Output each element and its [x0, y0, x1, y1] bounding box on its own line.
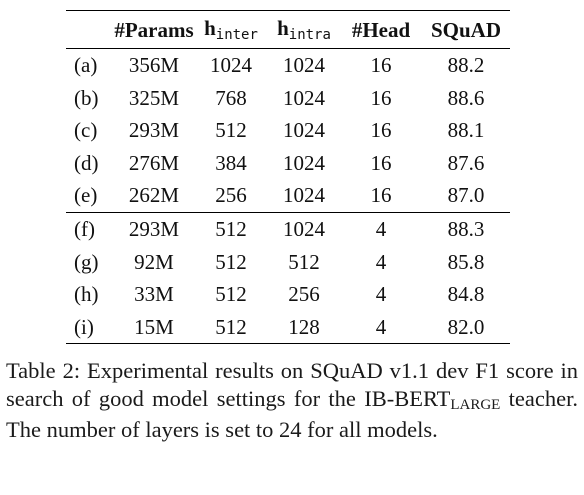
cell-params: 262M — [128, 183, 180, 208]
cell-h-inter: 1024 — [210, 53, 252, 77]
table-row: (b) 325M 768 1024 16 88.6 — [66, 82, 510, 115]
table-caption: Table 2: Experimental results on SQuAD v… — [6, 357, 578, 444]
cell-params: 293M — [128, 216, 180, 241]
cell-head: 16 — [370, 85, 392, 110]
cell-head: 16 — [370, 183, 392, 208]
header-head-text: #Head — [351, 17, 411, 42]
cell-h-intra: 1024 — [283, 216, 325, 241]
results-table-container: #Params hinter hintra #Head SQuAD (a) 356… — [66, 10, 510, 344]
cell-h-intra: 1024 — [283, 85, 325, 110]
header-cell-squad: SQuAD — [422, 11, 510, 49]
cell-params: 356M — [128, 53, 180, 77]
cell-head: 4 — [375, 282, 387, 307]
header-squad-text: SQuAD — [430, 17, 502, 42]
cell-h-inter: 512 — [215, 118, 247, 143]
cell-head: 16 — [370, 53, 392, 77]
cell-h-inter: 512 — [215, 282, 247, 307]
cell-squad: 82.0 — [447, 314, 485, 339]
header-cell-label — [66, 11, 114, 49]
table-row: (a) 356M 1024 1024 16 88.2 — [66, 49, 510, 82]
table-row: (d) 276M 384 1024 16 87.6 — [66, 147, 510, 180]
caption-subscript: LARGE — [450, 397, 501, 413]
cell-label: (i) — [74, 314, 94, 339]
cell-label: (h) — [74, 282, 99, 307]
cell-squad: 88.1 — [447, 118, 485, 143]
table-row: (h) 33M 512 256 4 84.8 — [66, 278, 510, 311]
results-table: #Params hinter hintra #Head SQuAD (a) 356… — [66, 10, 510, 344]
cell-squad: 85.8 — [447, 249, 485, 274]
table-row: (i) 15M 512 128 4 82.0 — [66, 311, 510, 344]
header-cell-h-inter: hinter — [194, 11, 268, 49]
cell-label: (c) — [74, 118, 98, 143]
cell-params: 325M — [128, 85, 180, 110]
cell-h-inter: 512 — [215, 249, 247, 274]
cell-params: 92M — [134, 249, 174, 274]
cell-head: 4 — [375, 249, 387, 274]
cell-h-intra: 1024 — [283, 118, 325, 143]
cell-h-intra: 1024 — [283, 183, 325, 208]
cell-h-intra: 1024 — [283, 150, 325, 175]
cell-h-intra: 128 — [288, 314, 320, 339]
cell-squad: 88.2 — [447, 53, 485, 77]
cell-head: 4 — [375, 216, 387, 241]
cell-params: 33M — [134, 282, 174, 307]
cell-h-intra: 1024 — [283, 53, 325, 77]
cell-h-inter: 256 — [215, 183, 247, 208]
cell-label: (f) — [74, 216, 95, 241]
table-row: (f) 293M 512 1024 4 88.3 — [66, 212, 510, 245]
cell-label: (g) — [74, 249, 99, 274]
header-cell-head: #Head — [340, 11, 422, 49]
cell-label: (d) — [74, 150, 99, 175]
header-row: #Params hinter hintra #Head SQuAD — [66, 10, 510, 49]
cell-label: (a) — [74, 53, 98, 77]
cell-label: (e) — [74, 183, 98, 208]
cell-params: 15M — [134, 314, 174, 339]
cell-squad: 88.6 — [447, 85, 485, 110]
cell-params: 293M — [128, 118, 180, 143]
header-h-intra-sub: intra — [288, 27, 331, 43]
cell-label: (b) — [74, 85, 99, 110]
table-row: (c) 293M 512 1024 16 88.1 — [66, 114, 510, 147]
caption-text-2: teacher. The number of layers is set to … — [6, 386, 578, 442]
table-body: (a) 356M 1024 1024 16 88.2 (b) 325M 768 1024 16 88.… — [66, 49, 510, 344]
cell-h-inter: 384 — [215, 150, 247, 175]
header-h-inter-main: h — [204, 16, 216, 40]
cell-h-inter: 768 — [215, 85, 247, 110]
header-params-text: #Params — [114, 17, 194, 42]
cell-head: 16 — [370, 118, 392, 143]
table-row: (e) 262M 256 1024 16 87.0 — [66, 179, 510, 213]
table-header: #Params hinter hintra #Head SQuAD — [66, 10, 510, 49]
cell-h-intra: 512 — [288, 249, 320, 274]
cell-squad: 87.0 — [447, 183, 485, 208]
header-h-inter-sub: inter — [215, 27, 258, 43]
cell-head: 16 — [370, 150, 392, 175]
header-h-intra-main: h — [277, 16, 289, 40]
caption-text-1: Table 2: Experimental results on SQuAD v… — [6, 358, 578, 411]
cell-params: 276M — [128, 150, 180, 175]
cell-squad: 87.6 — [447, 150, 485, 175]
header-cell-h-intra: hintra — [268, 11, 340, 49]
header-cell-params: #Params — [114, 11, 194, 49]
cell-squad: 84.8 — [447, 282, 485, 307]
cell-h-inter: 512 — [215, 216, 247, 241]
cell-h-inter: 512 — [215, 314, 247, 339]
cell-h-intra: 256 — [288, 282, 320, 307]
cell-head: 4 — [375, 314, 387, 339]
cell-squad: 88.3 — [447, 216, 485, 241]
table-row: (g) 92M 512 512 4 85.8 — [66, 246, 510, 279]
